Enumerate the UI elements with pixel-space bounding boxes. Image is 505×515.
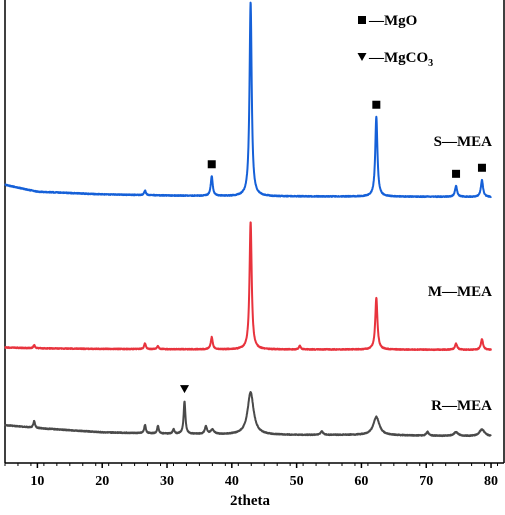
series-line-2: [4, 391, 492, 438]
mgo-peak-marker: [452, 169, 461, 178]
legend-entry-text: —MgCO: [368, 50, 428, 66]
legend-triangle-icon: [357, 53, 367, 61]
series-labels: S—MEA M—MEA R—MEA: [428, 134, 492, 414]
peak-markers: [180, 100, 486, 394]
x-tick-label: 80: [484, 474, 498, 489]
series-line-1: [4, 221, 492, 352]
legend-entry-label: —MgO: [368, 13, 417, 29]
x-tick-label: 60: [354, 474, 368, 489]
x-tick-label: 50: [290, 474, 304, 489]
x-ticks: 10 20 30 40 50 60 70 80: [4, 463, 498, 489]
x-axis-title: 2theta: [230, 493, 270, 509]
series-line-0: [4, 1, 492, 199]
mgo-peak-marker: [372, 100, 381, 109]
x-tick-label: 30: [160, 474, 174, 489]
mgo-peak-marker: [477, 163, 486, 172]
x-tick-label: 10: [30, 474, 44, 489]
legend-entry-text: —MgO: [368, 13, 417, 29]
series-label: M—MEA: [428, 284, 492, 300]
series-label: R—MEA: [431, 398, 492, 414]
legend-square-icon: [358, 16, 366, 24]
series-layer: [4, 1, 492, 438]
legend-entry-subscript: 3: [428, 58, 433, 69]
x-tick-label: 20: [95, 474, 109, 489]
legend: —MgO —MgCO3: [357, 13, 433, 69]
legend-entry-label: —MgCO3: [368, 50, 433, 69]
x-tick-label: 70: [419, 474, 433, 489]
mgo-peak-marker: [207, 160, 216, 169]
plot-frame: [4, 0, 505, 464]
x-tick-label: 40: [225, 474, 239, 489]
series-label: S—MEA: [434, 134, 493, 150]
mgco3-peak-marker: [180, 385, 190, 394]
